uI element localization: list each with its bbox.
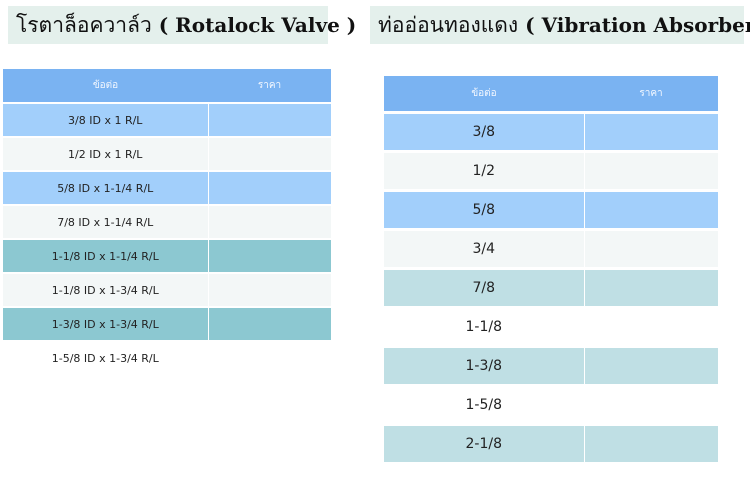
table-row: 1/2 (384, 150, 718, 191)
fitting-size-cell: 1/2 (384, 150, 584, 191)
price-cell (583, 267, 718, 308)
vibration-absorber-title: ท่ออ่อนทองแดง ( Vibration Absorber ) (370, 6, 750, 44)
price-cell (207, 340, 331, 374)
table-row: 1-3/8 (384, 345, 718, 386)
fitting-size-cell: 7/8 ID x 1-1/4 R/L (3, 204, 208, 239)
table-row: 2-1/8 (384, 423, 718, 462)
header-price: ราคา (584, 76, 718, 113)
price-cell (207, 170, 331, 205)
table-row: 3/8 ID x 1 R/L (3, 102, 331, 137)
fitting-size-cell: 1-1/8 ID x 1-3/4 R/L (3, 272, 208, 307)
table-row: 7/8 (384, 267, 718, 308)
fitting-size-cell: 1/2 ID x 1 R/L (3, 136, 208, 171)
rotalock-valve-table: ข้อต่อ ราคา 3/8 ID x 1 R/L 1/2 ID x 1 R/L… (3, 69, 331, 374)
fitting-size-cell: 5/8 ID x 1-1/4 R/L (3, 170, 208, 205)
table-row: 1-5/8 (384, 384, 718, 425)
table-row: 1-3/8 ID x 1-3/4 R/L (3, 306, 331, 341)
fitting-size-cell: 1-1/8 (384, 306, 584, 347)
price-cell (583, 228, 718, 269)
fitting-size-cell: 3/4 (384, 228, 584, 269)
header-fitting: ข้อต่อ (3, 69, 208, 103)
table-header-row: ข้อต่อ ราคา (3, 69, 331, 103)
table-row: 1-5/8 ID x 1-3/4 R/L (3, 340, 331, 374)
fitting-size-cell: 7/8 (384, 267, 584, 308)
fitting-size-cell: 3/8 (384, 111, 584, 152)
price-cell (583, 306, 718, 347)
table-row: 5/8 (384, 189, 718, 230)
table-row: 7/8 ID x 1-1/4 R/L (3, 204, 331, 239)
title-thai: โรตาล็อควาล์ว (16, 12, 152, 37)
title-english: ( Vibration Absorber ) (525, 13, 750, 37)
price-cell (583, 150, 718, 191)
fitting-size-cell: 5/8 (384, 189, 584, 230)
fitting-size-cell: 1-3/8 ID x 1-3/4 R/L (3, 306, 208, 341)
price-cell (583, 111, 718, 152)
table-row: 3/8 (384, 111, 718, 152)
table-header-row: ข้อต่อ ราคา (384, 76, 718, 113)
price-cell (207, 306, 331, 341)
fitting-size-cell: 1-1/8 ID x 1-1/4 R/L (3, 238, 208, 273)
price-cell (583, 423, 718, 462)
price-cell (207, 204, 331, 239)
table-row: 1-1/8 ID x 1-3/4 R/L (3, 272, 331, 307)
fitting-size-cell: 1-3/8 (384, 345, 584, 386)
title-thai: ท่ออ่อนทองแดง (378, 12, 519, 37)
table-row: 1-1/8 ID x 1-1/4 R/L (3, 238, 331, 273)
header-fitting: ข้อต่อ (384, 76, 584, 113)
price-cell (207, 238, 331, 273)
rotalock-valve-title: โรตาล็อควาล์ว ( Rotalock Valve ) (8, 6, 356, 44)
price-cell (207, 272, 331, 307)
table-row: 3/4 (384, 228, 718, 269)
price-cell (583, 345, 718, 386)
price-cell (207, 102, 331, 137)
header-price: ราคา (208, 69, 331, 103)
fitting-size-cell: 2-1/8 (384, 423, 584, 462)
table-row: 5/8 ID x 1-1/4 R/L (3, 170, 331, 205)
table-row: 1/2 ID x 1 R/L (3, 136, 331, 171)
price-cell (207, 136, 331, 171)
price-cell (583, 384, 718, 425)
fitting-size-cell: 3/8 ID x 1 R/L (3, 102, 208, 137)
price-cell (583, 189, 718, 230)
title-english: ( Rotalock Valve ) (158, 13, 357, 37)
fitting-size-cell: 1-5/8 ID x 1-3/4 R/L (3, 340, 208, 374)
fitting-size-cell: 1-5/8 (384, 384, 584, 425)
vibration-absorber-table: ข้อต่อ ราคา 3/8 1/2 5/8 3/4 7/8 1-1/8 1-3/8 1-5… (384, 76, 718, 462)
table-row: 1-1/8 (384, 306, 718, 347)
